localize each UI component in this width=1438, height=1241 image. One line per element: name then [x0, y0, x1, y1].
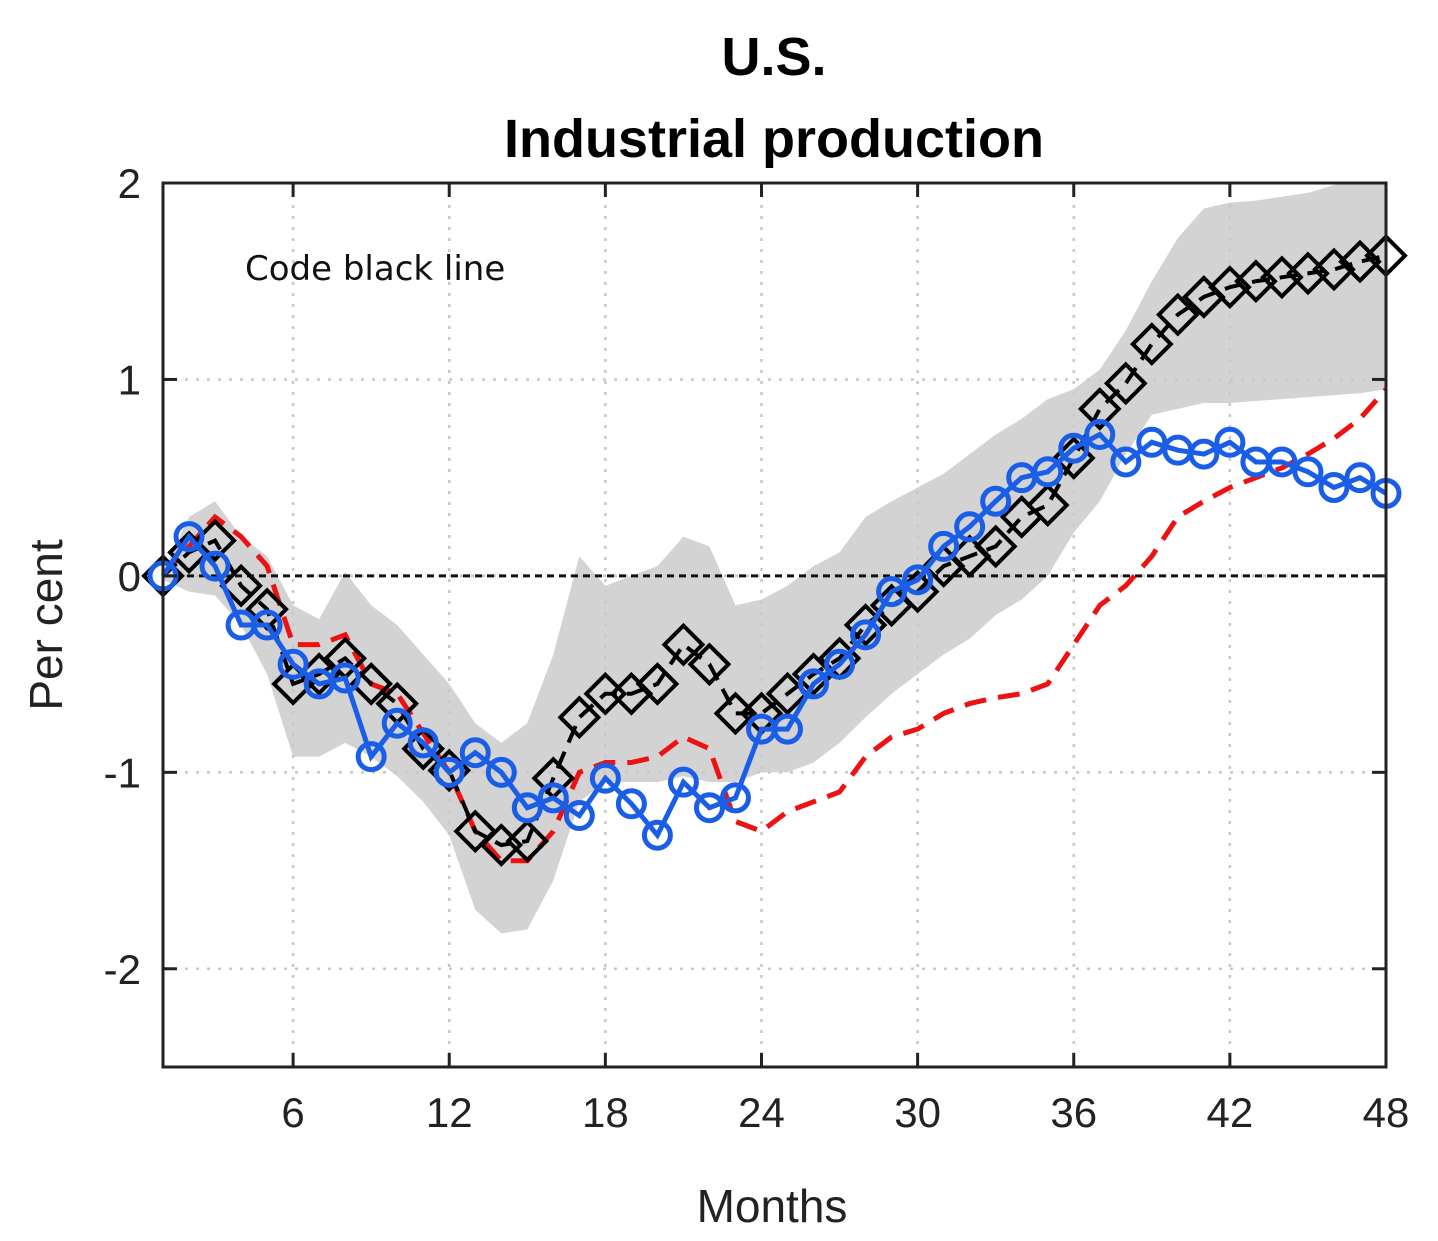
- chart-subtitle: Industrial production: [504, 109, 1044, 169]
- x-axis-label: Months: [697, 1180, 848, 1232]
- blue-circle-point: [433, 756, 465, 788]
- black-diamond-point: [1234, 259, 1278, 304]
- y-tick-label: -2: [104, 946, 141, 993]
- blue-circle-point: [1110, 446, 1142, 478]
- black-diamond-point: [453, 809, 498, 854]
- blue-circle-point: [251, 609, 283, 641]
- y-tick-label: 1: [118, 356, 141, 403]
- black-diamond-point: [635, 662, 680, 706]
- blue-circle-point: [772, 713, 804, 745]
- black-diamond-point: [687, 642, 732, 687]
- black-diamond-point: [1260, 255, 1304, 300]
- blue-circle-point: [1292, 456, 1324, 488]
- blue-circle-point: [537, 782, 569, 814]
- annotation-text: Code black line: [245, 249, 505, 289]
- blue-circle-point: [719, 782, 751, 814]
- blue-circle-point: [485, 756, 517, 788]
- blue-circle-point: [693, 792, 725, 824]
- blue-circle-point: [589, 762, 621, 794]
- blue-circle-point: [1032, 456, 1064, 488]
- blue-circle-point: [459, 737, 491, 769]
- blue-circle-point: [1318, 471, 1350, 503]
- blue-circle-point: [641, 819, 673, 851]
- black-diamond-point: [557, 695, 602, 740]
- x-tick-label: 30: [894, 1089, 941, 1136]
- axes-frame: [161, 181, 1388, 1069]
- x-tick-label: 6: [281, 1089, 304, 1136]
- x-tick-label: 12: [426, 1089, 473, 1136]
- x-tick-label: 24: [738, 1089, 785, 1136]
- black-diamond-point: [1156, 292, 1200, 337]
- blue-circle-point: [850, 619, 882, 651]
- x-tick-label: 42: [1207, 1089, 1254, 1136]
- blue-circle-point: [798, 668, 830, 700]
- blue-circle-point: [1058, 432, 1090, 464]
- blue-circle-point: [1188, 438, 1220, 470]
- black-diamond-point: [219, 563, 263, 608]
- x-tick-label: 48: [1363, 1089, 1410, 1136]
- plot-area: 6 12 18 24 30 36 42 48 2 1 0 -1 -2: [104, 160, 1410, 1136]
- blue-circle-point: [355, 741, 387, 773]
- black-diamond-point: [973, 524, 1018, 569]
- blue-circle-point: [824, 648, 856, 680]
- y-tick-label: 0: [118, 553, 141, 600]
- blue-circle-point: [954, 511, 986, 543]
- black-diamond-point: [1129, 322, 1174, 366]
- blue-circle-point: [1266, 446, 1298, 478]
- blue-circle-point: [1214, 426, 1246, 458]
- black-diamond-point: [1103, 361, 1148, 406]
- blue-circle-point: [407, 727, 439, 759]
- blue-circle-point: [980, 485, 1012, 517]
- blue-circle-point: [876, 576, 908, 608]
- series-line-black: [161, 253, 1387, 848]
- blue-circle-point: [381, 707, 413, 739]
- black-diamond-point: [1208, 265, 1252, 309]
- chart-title: U.S.: [721, 27, 826, 87]
- blue-circle-point: [173, 521, 205, 553]
- black-diamond-point: [1286, 251, 1330, 296]
- y-tick-label: 2: [118, 160, 141, 207]
- black-diamond-point: [479, 823, 524, 867]
- blue-circle-point: [199, 550, 231, 582]
- blue-circle-point: [902, 564, 934, 596]
- black-diamond-point: [1025, 483, 1070, 527]
- series-line-red: [163, 387, 1386, 864]
- blue-circle-point: [563, 800, 595, 832]
- black-diamond-point: [1312, 247, 1356, 292]
- x-tick-label: 18: [582, 1089, 629, 1136]
- blue-circle-point: [511, 792, 543, 824]
- black-diamond-point: [1338, 239, 1382, 284]
- black-diamond-point: [505, 819, 550, 863]
- x-tick-label: 36: [1050, 1089, 1097, 1136]
- y-tick-label: -1: [104, 749, 141, 796]
- black-diamond-point: [661, 622, 706, 667]
- blue-circle-point: [615, 788, 647, 820]
- blue-circle-point: [1084, 418, 1116, 450]
- y-axis-label: Per cent: [20, 539, 72, 711]
- blue-circle-point: [1344, 462, 1376, 494]
- confidence-band: [163, 183, 1386, 934]
- blue-circle-point: [277, 648, 309, 680]
- blue-circle-point: [667, 766, 699, 798]
- black-diamond-point: [843, 603, 888, 647]
- blue-circle-point: [329, 662, 361, 694]
- blue-circle-point: [928, 530, 960, 562]
- black-diamond-point: [1077, 387, 1122, 431]
